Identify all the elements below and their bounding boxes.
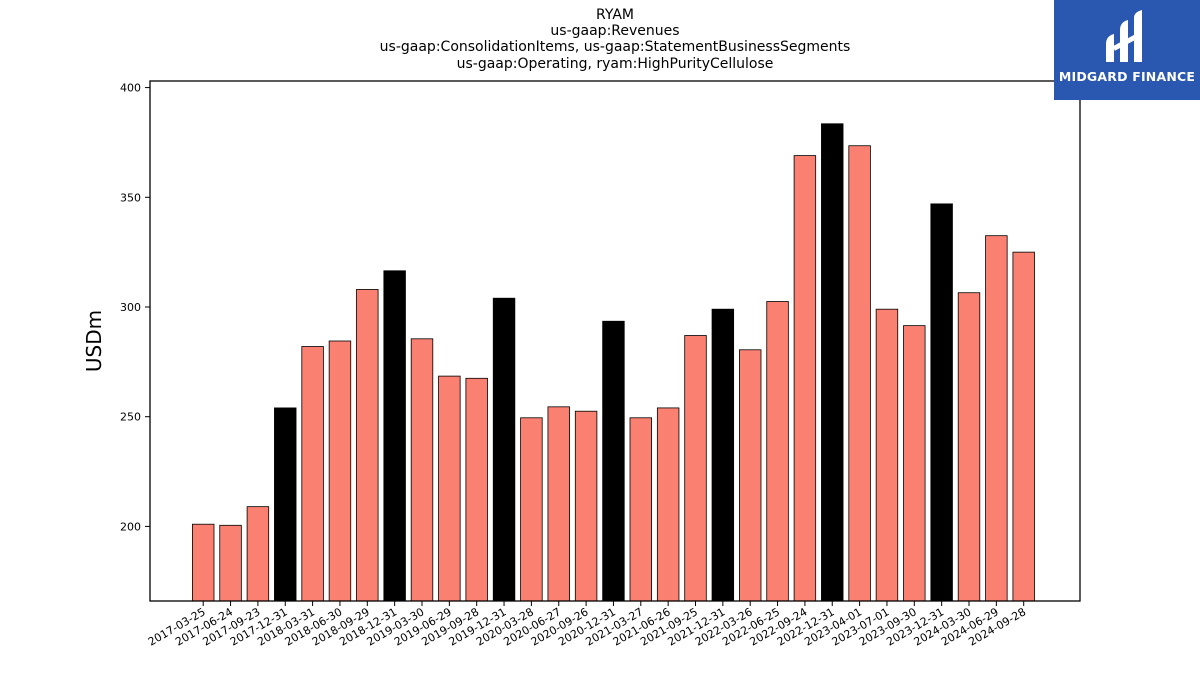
bar-2021-03-27 [629, 417, 653, 602]
bar-2020-09-26 [574, 410, 598, 602]
y-tick-label: 350 [120, 191, 141, 204]
bar-2017-06-24 [219, 524, 242, 602]
midgard-finance-logo: MIDGARD FINANCE [1054, 0, 1200, 100]
bar-2019-06-29 [438, 375, 461, 602]
bar-2019-09-28 [465, 377, 488, 602]
bar-2017-12-31 [274, 407, 297, 602]
plot-frame [149, 80, 1081, 602]
bar-2020-06-27 [547, 406, 570, 602]
bar-2018-12-31 [383, 270, 406, 602]
y-tick-label: 400 [120, 82, 141, 95]
bar-2023-04-01 [848, 145, 871, 602]
y-tick-label: 300 [120, 301, 141, 314]
bar-2023-07-01 [875, 308, 899, 602]
bar-2024-06-29 [985, 235, 1008, 602]
x-axis-ticks: 2017-03-252017-06-242017-09-232017-12-31… [146, 601, 1028, 649]
bar-2022-06-25 [766, 301, 789, 602]
bar-2019-03-30 [410, 338, 434, 602]
bar-2018-06-30 [328, 340, 352, 602]
bar-2022-12-31 [821, 123, 844, 602]
bar-2024-09-28 [1012, 251, 1035, 602]
bar-2017-09-23 [246, 506, 270, 602]
bar-2019-12-31 [492, 297, 516, 602]
bar-2017-03-25 [191, 523, 215, 602]
bar-2018-09-29 [356, 289, 379, 602]
logo-mark-icon [1106, 10, 1142, 62]
bar-2022-09-24 [793, 155, 817, 602]
bar-2020-03-28 [520, 417, 543, 602]
chart-title-line-2: us-gaap:Revenues [550, 23, 680, 39]
bar-2024-03-30 [957, 292, 981, 602]
bar-2023-09-30 [903, 325, 926, 602]
y-axis-ticks: 200 250 300 350 400 [120, 82, 150, 533]
y-tick-label: 250 [120, 411, 141, 424]
bar-2021-06-26 [656, 407, 680, 602]
bar-2018-03-31 [301, 346, 324, 602]
bars [191, 123, 1035, 602]
chart-title-line-3: us-gaap:ConsolidationItems, us-gaap:Stat… [379, 39, 851, 55]
y-tick-label: 200 [120, 520, 141, 533]
bar-2022-03-26 [739, 349, 762, 602]
bar-2021-12-31 [711, 308, 735, 602]
bar-2020-12-31 [602, 320, 625, 602]
logo-text: MIDGARD FINANCE [1058, 69, 1196, 84]
chart-title-line-4: us-gaap:Operating, ryam:HighPurityCellul… [456, 56, 774, 72]
chart-title-line-1: RYAM [596, 7, 634, 23]
y-axis-label: USDm [82, 310, 106, 372]
bar-2021-09-25 [684, 335, 707, 602]
bar-2023-12-31 [930, 203, 953, 602]
